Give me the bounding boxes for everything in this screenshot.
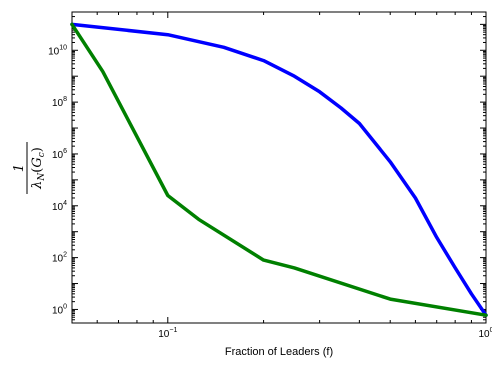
x-tick-label: 10−1: [158, 327, 177, 340]
y-axis-label-numerator: 1: [12, 164, 27, 172]
y-tick-label: 104: [52, 200, 67, 213]
y-tick-label: 102: [52, 252, 67, 265]
y-axis-label-lambda: λ: [30, 181, 45, 190]
plot-area: [71, 11, 487, 324]
y-axis-label-open-paren: (: [30, 168, 45, 173]
y-axis-label-denominator: λN(Gc): [30, 147, 47, 190]
series-line-1: [70, 22, 488, 317]
y-tick-label: 106: [52, 148, 67, 161]
y-tick-label: 1010: [48, 44, 67, 57]
axis-ticks: 10−1 100 100 102 104 106 108 1010: [48, 11, 492, 340]
x-tick-label: 100: [478, 327, 492, 340]
y-axis-label-close-paren: ): [30, 147, 45, 152]
y-tick-label: 108: [52, 96, 67, 109]
x-axis-label: Fraction of Leaders (f): [225, 346, 333, 358]
y-axis-label-subscript-c: c: [37, 152, 47, 157]
series-line-2: [70, 22, 488, 317]
y-tick-label: 100: [52, 303, 67, 316]
y-axis-label-g: G: [30, 157, 45, 167]
series-lines: [70, 22, 488, 317]
y-axis-label: 1 λN(Gc): [12, 142, 47, 194]
y-axis-label-subscript-n: N: [37, 172, 47, 182]
